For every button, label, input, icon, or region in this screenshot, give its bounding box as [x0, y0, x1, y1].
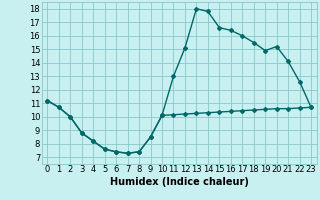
X-axis label: Humidex (Indice chaleur): Humidex (Indice chaleur) [110, 177, 249, 187]
